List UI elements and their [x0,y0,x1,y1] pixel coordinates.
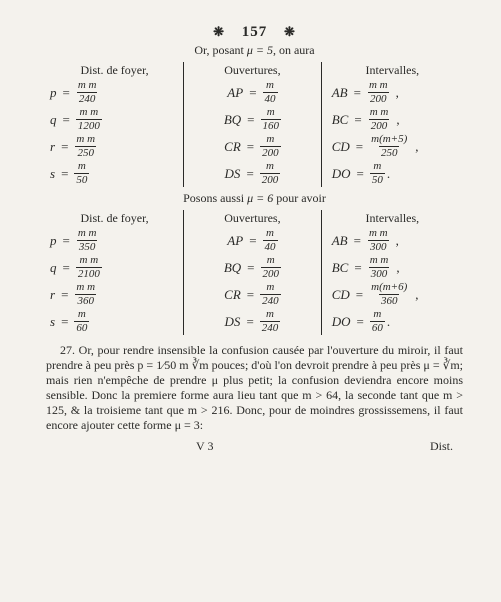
cell-dist: p=m m350 [46,227,184,254]
page-number: 157 [242,24,268,40]
cell-ouv: DS=m200 [184,160,322,187]
heading-2-pre: Posons aussi [183,191,247,205]
col-header-int: Intervalles, [321,210,463,227]
cell-int: AB=m m300, [321,227,463,254]
cell-dist: q=m m2100 [46,254,184,281]
cell-dist: r=m m360 [46,281,184,308]
table-row: s=m60DS=m240DO=m60. [46,308,463,335]
col-header-int: Intervalles, [321,62,463,79]
cell-ouv: CR=m240 [184,281,322,308]
heading-2-post: pour avoir [273,191,326,205]
sig-right: Dist. [430,439,453,454]
cell-int: CD=m(m+5)250, [321,133,463,160]
cell-ouv: AP=m40 [184,79,322,106]
heading-1-pre: Or, posant [194,43,247,57]
cell-int: CD=m(m+6)360, [321,281,463,308]
col-header-dist: Dist. de foyer, [46,62,184,79]
col-header-ouv: Ouvertures, [184,210,322,227]
table-2: Dist. de foyer, Ouvertures, Intervalles,… [46,210,463,335]
signature-line: V 3 Dist. [46,439,463,454]
heading-2: Posons aussi μ = 6 pour avoir [46,191,463,206]
col-header-ouv: Ouvertures, [184,62,322,79]
table-row: p=m m240AP=m40AB=m m200, [46,79,463,106]
ornament-right: ❋ [272,24,308,39]
paragraph-number: 27. [46,343,75,357]
paragraph-27: 27. Or, pour rendre insensible la confus… [46,343,463,433]
cell-int: AB=m m200, [321,79,463,106]
table-row: r=m m360CR=m240CD=m(m+6)360, [46,281,463,308]
cell-dist: q=m m1200 [46,106,184,133]
cell-ouv: CR=m200 [184,133,322,160]
cell-int: DO=m50. [321,160,463,187]
cell-int: BC=m m200, [321,106,463,133]
sig-left: V 3 [196,439,213,454]
table-row: r=m m250CR=m200CD=m(m+5)250, [46,133,463,160]
table-row: s=m50DS=m200DO=m50. [46,160,463,187]
paragraph-text: Or, pour rendre insensible la confusion … [46,343,463,432]
cell-dist: s=m60 [46,308,184,335]
cell-ouv: BQ=m160 [184,106,322,133]
table-row: p=m m350AP=m40AB=m m300, [46,227,463,254]
cell-dist: p=m m240 [46,79,184,106]
ornament-left: ❋ [201,24,237,39]
heading-1: Or, posant μ = 5, on aura [46,43,463,58]
cell-ouv: AP=m40 [184,227,322,254]
col-header-dist: Dist. de foyer, [46,210,184,227]
heading-1-mu: μ = 5 [247,43,273,57]
cell-int: BC=m m300, [321,254,463,281]
cell-ouv: BQ=m200 [184,254,322,281]
table-header-row: Dist. de foyer, Ouvertures, Intervalles, [46,62,463,79]
page-number-line: ❋ 157 ❋ [46,24,463,41]
cell-int: DO=m60. [321,308,463,335]
page: ❋ 157 ❋ Or, posant μ = 5, on aura Dist. … [0,0,501,602]
table-row: q=m m2100BQ=m200BC=m m300, [46,254,463,281]
table-header-row: Dist. de foyer, Ouvertures, Intervalles, [46,210,463,227]
heading-2-mu: μ = 6 [247,191,273,205]
table-1: Dist. de foyer, Ouvertures, Intervalles,… [46,62,463,187]
table-row: q=m m1200BQ=m160BC=m m200, [46,106,463,133]
cell-ouv: DS=m240 [184,308,322,335]
heading-1-post: , on aura [273,43,315,57]
cell-dist: s=m50 [46,160,184,187]
cell-dist: r=m m250 [46,133,184,160]
